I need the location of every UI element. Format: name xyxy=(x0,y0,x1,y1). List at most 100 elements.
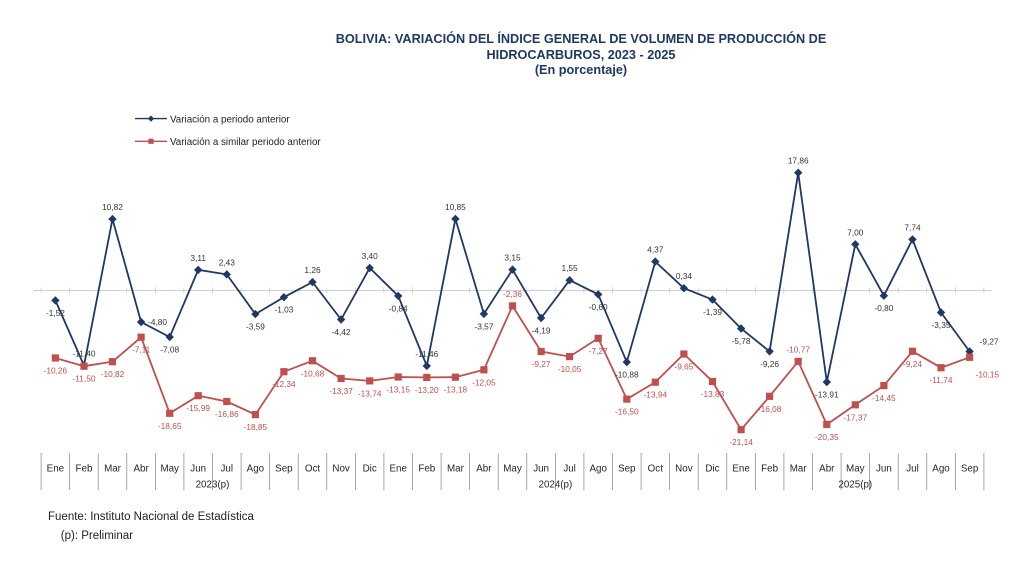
svg-text:2025(p): 2025(p) xyxy=(838,480,872,491)
svg-text:-10,82: -10,82 xyxy=(101,369,125,379)
svg-text:Jul: Jul xyxy=(563,463,576,474)
svg-text:3,40: 3,40 xyxy=(362,251,379,261)
svg-text:17,86: 17,86 xyxy=(788,156,809,166)
svg-text:Sep: Sep xyxy=(961,463,979,474)
svg-text:-13,20: -13,20 xyxy=(415,385,439,395)
svg-text:-11,40: -11,40 xyxy=(73,349,96,359)
svg-text:Abr: Abr xyxy=(133,463,149,474)
svg-text:-3,59: -3,59 xyxy=(246,322,265,332)
svg-text:Feb: Feb xyxy=(761,463,778,474)
svg-text:-3,35: -3,35 xyxy=(932,320,951,330)
svg-text:4,37: 4,37 xyxy=(647,245,664,255)
svg-text:May: May xyxy=(503,463,522,474)
svg-text:-21,14: -21,14 xyxy=(729,437,753,447)
svg-text:-9,65: -9,65 xyxy=(674,362,693,372)
svg-text:Nov: Nov xyxy=(675,463,693,474)
svg-text:-15,99: -15,99 xyxy=(186,403,210,413)
svg-text:-9,27: -9,27 xyxy=(532,359,551,369)
svg-text:-14,45: -14,45 xyxy=(872,393,896,403)
svg-text:-9,27: -9,27 xyxy=(980,337,999,347)
svg-text:-1,39: -1,39 xyxy=(703,307,722,317)
svg-text:Oct: Oct xyxy=(648,463,664,474)
svg-text:Ene: Ene xyxy=(389,463,407,474)
svg-text:2023(p): 2023(p) xyxy=(196,480,230,491)
svg-text:Mar: Mar xyxy=(790,463,808,474)
svg-text:Jun: Jun xyxy=(533,463,549,474)
svg-text:-3,57: -3,57 xyxy=(474,321,493,331)
svg-text:3,15: 3,15 xyxy=(504,253,521,263)
svg-text:Ago: Ago xyxy=(932,463,950,474)
svg-text:-9,26: -9,26 xyxy=(760,359,779,369)
svg-text:-18,65: -18,65 xyxy=(158,421,182,431)
svg-text:-1,03: -1,03 xyxy=(274,305,293,315)
svg-text:2,43: 2,43 xyxy=(219,257,236,267)
svg-text:Ago: Ago xyxy=(247,463,265,474)
svg-text:May: May xyxy=(846,463,865,474)
svg-text:Sep: Sep xyxy=(618,463,636,474)
svg-text:Ene: Ene xyxy=(732,463,750,474)
svg-text:-13,37: -13,37 xyxy=(329,386,353,396)
svg-text:-16,50: -16,50 xyxy=(615,407,639,417)
svg-text:Sep: Sep xyxy=(275,463,293,474)
svg-text:Ago: Ago xyxy=(589,463,607,474)
svg-text:-11,50: -11,50 xyxy=(73,374,96,384)
svg-text:-10,88: -10,88 xyxy=(615,370,639,380)
svg-text:Dic: Dic xyxy=(363,463,377,474)
svg-text:-4,19: -4,19 xyxy=(532,326,551,336)
svg-text:Mar: Mar xyxy=(104,463,122,474)
svg-text:2024(p): 2024(p) xyxy=(539,480,573,491)
svg-text:-4,42: -4,42 xyxy=(332,327,351,337)
svg-text:May: May xyxy=(160,463,179,474)
svg-text:-11,46: -11,46 xyxy=(415,349,438,359)
svg-text:0,34: 0,34 xyxy=(676,271,693,281)
svg-text:-13,74: -13,74 xyxy=(358,388,382,398)
svg-text:1,26: 1,26 xyxy=(304,265,321,275)
svg-text:-7,27: -7,27 xyxy=(589,346,608,356)
svg-text:7,74: 7,74 xyxy=(904,222,921,232)
svg-text:Dic: Dic xyxy=(705,463,719,474)
svg-text:-4,80: -4,80 xyxy=(148,317,167,327)
svg-text:Feb: Feb xyxy=(418,463,435,474)
svg-text:-13,18: -13,18 xyxy=(444,385,468,395)
svg-text:-1,52: -1,52 xyxy=(46,308,65,318)
svg-text:-16,86: -16,86 xyxy=(215,409,239,419)
svg-text:-16,08: -16,08 xyxy=(758,404,782,414)
svg-text:10,85: 10,85 xyxy=(445,202,466,212)
svg-text:-13,94: -13,94 xyxy=(644,390,668,400)
svg-text:-18,85: -18,85 xyxy=(244,422,268,432)
svg-text:3,11: 3,11 xyxy=(190,253,206,263)
svg-text:Jun: Jun xyxy=(190,463,206,474)
svg-text:Mar: Mar xyxy=(447,463,465,474)
svg-text:-10,05: -10,05 xyxy=(558,364,582,374)
svg-text:-20,35: -20,35 xyxy=(815,432,839,442)
svg-text:-12,05: -12,05 xyxy=(472,377,496,387)
svg-text:-12,34: -12,34 xyxy=(272,379,296,389)
svg-text:-0,60: -0,60 xyxy=(589,302,608,312)
svg-text:-9,24: -9,24 xyxy=(903,359,922,369)
svg-text:-10,26: -10,26 xyxy=(44,366,68,376)
svg-text:Jun: Jun xyxy=(876,463,892,474)
svg-text:-17,37: -17,37 xyxy=(844,412,868,422)
svg-text:-10,77: -10,77 xyxy=(786,344,810,354)
svg-text:-7,08: -7,08 xyxy=(160,345,179,355)
svg-text:7,00: 7,00 xyxy=(847,227,864,237)
svg-text:Oct: Oct xyxy=(305,463,321,474)
svg-text:-0,80: -0,80 xyxy=(874,303,893,313)
svg-text:Jul: Jul xyxy=(906,463,919,474)
svg-text:-2,36: -2,36 xyxy=(503,289,522,299)
svg-text:Abr: Abr xyxy=(819,463,835,474)
svg-text:-5,78: -5,78 xyxy=(732,336,751,346)
svg-text:-13,15: -13,15 xyxy=(386,385,410,395)
svg-text:Abr: Abr xyxy=(476,463,492,474)
svg-text:-10,15: -10,15 xyxy=(976,369,1000,379)
svg-text:Jul: Jul xyxy=(221,463,234,474)
svg-text:Feb: Feb xyxy=(76,463,93,474)
svg-text:-13,83: -13,83 xyxy=(701,389,725,399)
svg-text:-7,11: -7,11 xyxy=(132,345,151,355)
svg-text:-11,74: -11,74 xyxy=(930,375,953,385)
svg-text:-10,68: -10,68 xyxy=(301,368,325,378)
svg-text:10,82: 10,82 xyxy=(102,202,123,212)
svg-text:-0,84: -0,84 xyxy=(389,303,408,313)
svg-text:Ene: Ene xyxy=(47,463,65,474)
svg-text:Nov: Nov xyxy=(332,463,350,474)
